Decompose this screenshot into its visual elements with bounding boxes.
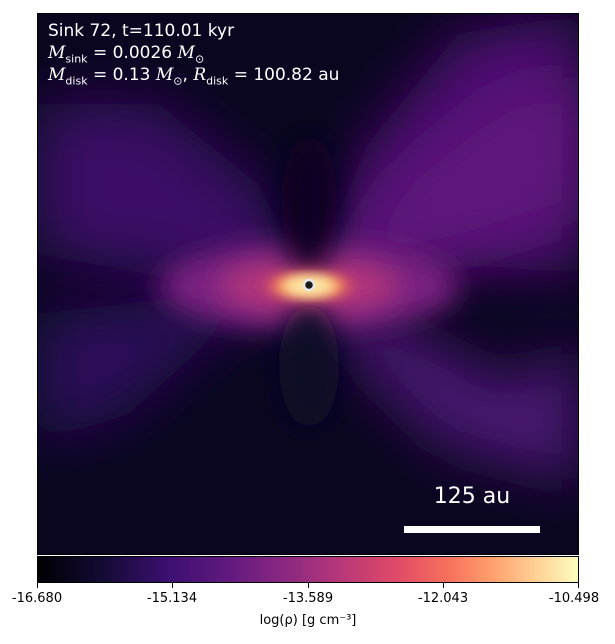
- sink-mass-label: Msink = 0.0026 M⊙: [48, 43, 205, 66]
- sink-marker: [302, 278, 316, 292]
- scale-bar: [404, 526, 540, 533]
- colorbar-tick: [443, 583, 444, 588]
- disk-props-label: Mdisk = 0.13 M⊙, Rdisk = 100.82 au: [48, 65, 340, 88]
- colorbar-tick: [172, 583, 173, 588]
- colorbar-tick: [578, 583, 579, 588]
- disk-mass-value: = 0.13: [92, 65, 151, 85]
- colorbar-tick: [308, 583, 309, 588]
- sink-mass-value: = 0.0026: [92, 43, 173, 63]
- colorbar-tick-label: -10.498: [548, 591, 600, 606]
- colorbar: [37, 556, 579, 583]
- scale-bar-label: 125 au: [433, 484, 511, 509]
- disk-radius-value: = 100.82 au: [233, 65, 340, 85]
- colorbar-tick: [37, 583, 38, 588]
- density-image: [38, 14, 578, 554]
- colorbar-tick-label: -16.680: [11, 591, 63, 606]
- colorbar-tick-label: -15.134: [146, 591, 198, 606]
- colorbar-tick-label: -12.043: [417, 591, 469, 606]
- colorbar-tick-label: -13.589: [282, 591, 334, 606]
- sink-time-label: Sink 72, t=110.01 kyr: [48, 21, 235, 41]
- colorbar-label: log(ρ) [g cm⁻³]: [259, 613, 357, 628]
- density-map: Sink 72, t=110.01 kyr Msink = 0.0026 M⊙ …: [37, 13, 579, 555]
